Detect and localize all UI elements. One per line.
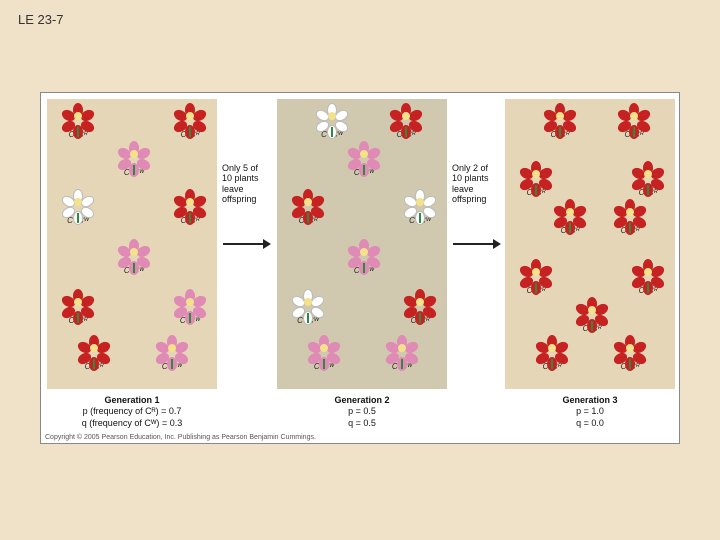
caption-gen3: Generation 3 p = 1.0 q = 0.0 [505,395,675,429]
caption-gen2: Generation 2 p = 0.5 q = 0.5 [277,395,447,429]
flower-icon [295,189,321,215]
arrow-2 [453,239,501,249]
flower-icon [177,189,203,215]
panel-gen3: CᴿCᴿCᴿCᴿCᴿCᴿCᴿCᴿCᴿCᴿCᴿCᴿCᴿCᴿCᴿCᴿCᴿCᴿCᴿCᴿ… [505,99,675,389]
caption-line: p (frequency of Cᴿ) = 0.7 [83,406,182,416]
plant-cell: CᴿCᵂ [299,335,349,385]
figure: CᴿCᴿCᴿCᴿCᴿCᵂCᵂCᵂCᴿCᴿCᴿCᵂCᴿCᴿCᴿCᵂCᴿCᴿCᴿCᵂ… [40,92,680,444]
plant-cell: CᴿCᵂ [109,141,159,191]
plant-cell: CᴿCᴿ [165,103,215,153]
plant-cell: CᴿCᵂ [109,239,159,289]
arrow-1 [223,239,271,249]
plant-cell: CᴿCᴿ [165,189,215,239]
note-1: Only 5 of10 plantsleaveoffspring [222,163,277,204]
plant-cell: CᴿCᴿ [395,289,445,339]
plant-cell: CᵂCᵂ [283,289,333,339]
flower-icon [351,239,377,265]
flower-icon [121,141,147,167]
plant-cell: CᴿCᴿ [53,289,103,339]
flower-icon [159,335,185,361]
plant-cell: CᵂCᵂ [53,189,103,239]
plant-cell: CᴿCᵂ [339,239,389,289]
plant-cell: CᴿCᴿ [511,259,561,309]
flower-icon [617,199,643,225]
caption-line: q = 0.0 [576,418,604,428]
flower-icon [351,141,377,167]
flower-icon [65,289,91,315]
flower-icon [65,189,91,215]
flower-icon [523,161,549,187]
flower-icon [547,103,573,129]
plant-cell: CᴿCᴿ [69,335,119,385]
plant-cell: CᴿCᴿ [545,199,595,249]
slide-title: LE 23-7 [18,12,64,27]
caption-line: p = 0.5 [348,406,376,416]
note-2: Only 2 of10 plantsleaveoffspring [452,163,507,204]
flower-icon [523,259,549,285]
flower-icon [311,335,337,361]
plant-cell: CᴿCᵂ [147,335,197,385]
caption-title: Generation 1 [104,395,159,405]
plant-cell: CᴿCᵂ [339,141,389,191]
caption-gen1: Generation 1 p (frequency of Cᴿ) = 0.7 q… [47,395,217,429]
plant-cell: CᴿCᴿ [605,335,655,385]
plant-cell: CᴿCᴿ [623,259,673,309]
flower-icon [389,335,415,361]
plant-cell: CᴿCᵂ [377,335,427,385]
flower-icon [617,335,643,361]
flower-icon [319,103,345,129]
flower-icon [539,335,565,361]
plant-cell: CᴿCᴿ [527,335,577,385]
plant-cell: CᴿCᴿ [53,103,103,153]
flower-icon [407,289,433,315]
plant-cell: CᴿCᴿ [283,189,333,239]
flower-icon [177,103,203,129]
plant-cell: CᴿCᴿ [535,103,585,153]
plant-cell: CᴿCᴿ [609,103,659,153]
caption-line: q = 0.5 [348,418,376,428]
panel-gen2: CᵂCᵂCᴿCᴿCᴿCᵂCᴿCᴿCᵂCᵂCᴿCᵂCᵂCᵂCᴿCᴿCᴿCᵂCᴿCᵂ [277,99,447,389]
flower-icon [579,297,605,323]
flower-icon [121,239,147,265]
flower-icon [635,161,661,187]
flower-icon [557,199,583,225]
copyright: Copyright © 2005 Pearson Education, Inc.… [45,434,316,441]
flower-icon [81,335,107,361]
plant-cell: CᵂCᵂ [395,189,445,239]
caption-line: q (frequency of Cᵂ) = 0.3 [82,418,182,428]
caption-title: Generation 2 [334,395,389,405]
flower-icon [621,103,647,129]
panel-gen1: CᴿCᴿCᴿCᴿCᴿCᵂCᵂCᵂCᴿCᴿCᴿCᵂCᴿCᴿCᴿCᵂCᴿCᴿCᴿCᵂ [47,99,217,389]
plant-cell: CᴿCᴿ [605,199,655,249]
flower-icon [177,289,203,315]
flower-icon [65,103,91,129]
caption-line: p = 1.0 [576,406,604,416]
plant-cell: CᴿCᵂ [165,289,215,339]
caption-title: Generation 3 [562,395,617,405]
flower-icon [295,289,321,315]
flower-icon [635,259,661,285]
flower-icon [407,189,433,215]
flower-icon [393,103,419,129]
